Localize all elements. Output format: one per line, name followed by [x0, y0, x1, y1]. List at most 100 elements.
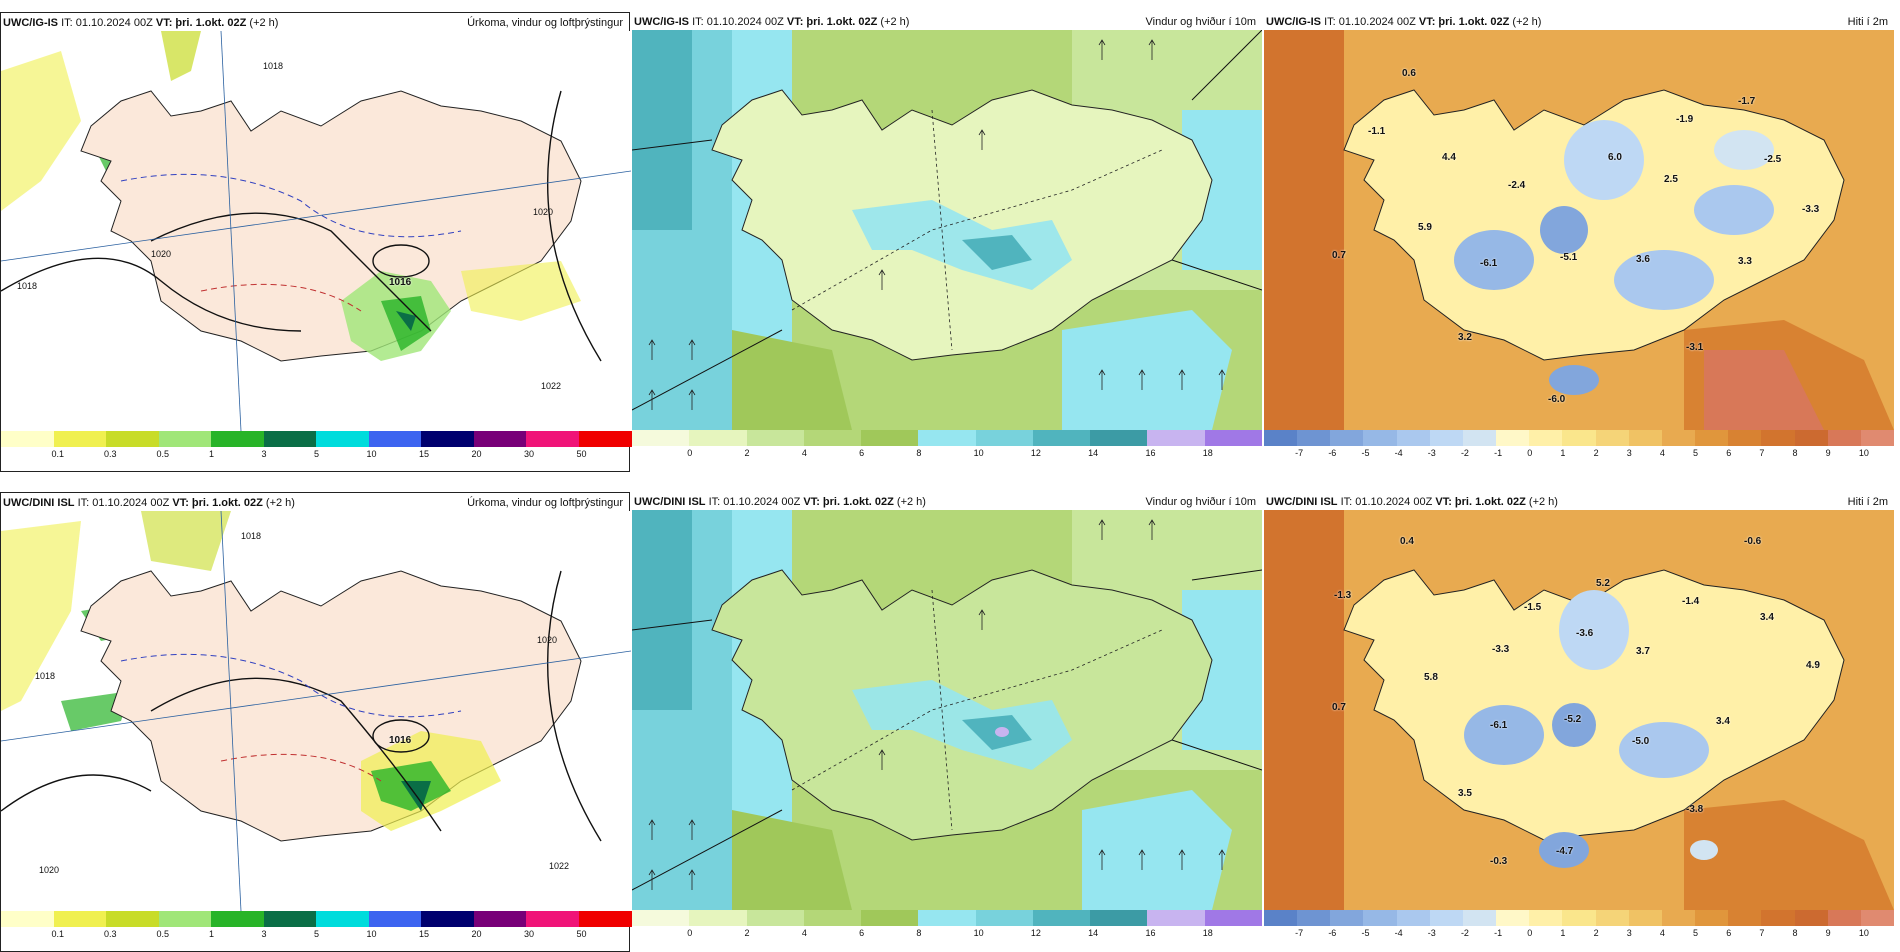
- lead-time: (+2 h): [249, 17, 279, 29]
- precip-panel-bottom: UWC/DINI ISL IT: 01.10.2024 00Z VT: þri.…: [0, 492, 632, 952]
- colorbar-swatch: [1032, 430, 1091, 446]
- temperature-label: 2.5: [1664, 174, 1678, 185]
- colorbar-tick-label: 1: [209, 929, 215, 939]
- colorbar-tick-label: 7: [1759, 448, 1765, 458]
- panel-title: Vindur og hviður í 10m: [1145, 496, 1256, 508]
- model-name: UWC/DINI ISL: [634, 496, 706, 508]
- temperature-label: 0.7: [1332, 702, 1346, 713]
- colorbar-tick-label: -1: [1494, 928, 1503, 938]
- colorbar-swatch: [1761, 910, 1796, 926]
- temperature-label: -1.3: [1334, 590, 1352, 601]
- temp-panel-top: UWC/IG-IS IT: 01.10.2024 00Z VT: þri. 1.…: [1264, 12, 1895, 472]
- init-time: IT: 01.10.2024 00Z: [708, 496, 801, 508]
- colorbar-tick-label: 4: [801, 448, 807, 458]
- colorbar-swatch: [1628, 430, 1663, 446]
- colorbar-swatch: [1860, 430, 1895, 446]
- temperature-label: -4.7: [1556, 846, 1574, 857]
- colorbar-swatch: [1462, 430, 1497, 446]
- colorbar-tick-label: -6: [1328, 928, 1337, 938]
- init-time: IT: 01.10.2024 00Z: [1324, 16, 1416, 28]
- isobar-label: 1018: [35, 671, 56, 681]
- colorbar-tick-label: 5: [1693, 448, 1699, 458]
- colorbar-tick-label: -2: [1460, 448, 1469, 458]
- colorbar-tick-label: 5: [314, 929, 320, 939]
- temperature-label: 0.7: [1332, 250, 1346, 261]
- model-name: UWC/IG-IS: [634, 16, 689, 28]
- colorbar-swatch: [1204, 430, 1263, 446]
- colorbar-swatch: [53, 911, 107, 927]
- colorbar-swatch: [689, 430, 748, 446]
- colorbar-swatch: [263, 431, 317, 447]
- panel-header: UWC/IG-IS IT: 01.10.2024 00Z VT: þri. 1.…: [634, 14, 1258, 30]
- panel-title: Vindur og hviður í 10m: [1145, 16, 1256, 28]
- valid-time-label: VT:: [803, 496, 820, 508]
- init-time: IT: 01.10.2024 00Z: [77, 497, 170, 509]
- temperature-label: -6.1: [1480, 258, 1498, 269]
- temperature-label: -3.1: [1686, 342, 1704, 353]
- colorbar-tick-label: -3: [1427, 448, 1436, 458]
- temp-map-svg: [1264, 30, 1894, 430]
- valid-time-label: VT:: [786, 16, 804, 28]
- colorbar-tick-label: 0: [687, 448, 693, 458]
- model-name: UWC/DINI ISL: [1266, 496, 1338, 508]
- colorbar-tick-label: 12: [1030, 448, 1041, 458]
- init-time: IT: 01.10.2024 00Z: [692, 16, 784, 28]
- colorbar-tick-label: -7: [1295, 928, 1304, 938]
- colorbar-swatch: [975, 430, 1034, 446]
- temp-panel-bottom: UWC/DINI ISL IT: 01.10.2024 00Z VT: þri.…: [1264, 492, 1895, 952]
- colorbar-tick-label: 0: [1527, 928, 1533, 938]
- colorbar-swatch: [1728, 430, 1762, 446]
- temperature-label: -1.1: [1368, 126, 1386, 137]
- colorbar-swatch: [1, 911, 54, 927]
- temperature-label: -3.8: [1686, 804, 1704, 815]
- colorbar-swatch: [316, 911, 369, 927]
- temp-colorbar: -7 -6 -5 -4 -3 -2 -1 0 1 2 3 4 5 6 7 8 9 10: [1264, 910, 1895, 946]
- temperature-label: -5.2: [1564, 714, 1582, 725]
- colorbar-tick-label: 10: [1858, 928, 1869, 938]
- temperature-label: -5.1: [1560, 252, 1578, 263]
- colorbar-tick-label: 3: [1626, 448, 1632, 458]
- colorbar-swatch: [1628, 910, 1663, 926]
- colorbar-swatch: [1695, 430, 1729, 446]
- colorbar-swatch: [526, 431, 579, 447]
- colorbar-tick-label: -4: [1394, 448, 1403, 458]
- wind-colorbar: 0 2 4 6 8 10 12 14 16 18: [632, 910, 1263, 946]
- colorbar-tick-label: 0: [1527, 448, 1533, 458]
- colorbar-tick-label: 18: [1202, 928, 1213, 938]
- colorbar-swatch: [1363, 910, 1398, 926]
- colorbar-swatch: [1562, 910, 1597, 926]
- colorbar-swatch: [918, 910, 977, 926]
- colorbar-swatch: [106, 911, 159, 927]
- lead-time: (+2 h): [265, 497, 295, 509]
- colorbar-swatch: [1860, 910, 1895, 926]
- colorbar-swatch: [1529, 910, 1563, 926]
- panel-header: UWC/IG-IS IT: 01.10.2024 00Z VT: þri. 1.…: [1266, 14, 1890, 30]
- colorbar-tick-label: 6: [1726, 448, 1732, 458]
- temperature-label: 4.4: [1442, 152, 1456, 163]
- colorbar-swatch: [473, 431, 527, 447]
- colorbar-tick-label: 0.5: [156, 929, 170, 939]
- colorbar-swatch: [578, 431, 632, 447]
- temperature-label: -1.5: [1524, 602, 1542, 613]
- colorbar-tick-label: 8: [1792, 928, 1798, 938]
- colorbar-swatch: [1147, 430, 1206, 446]
- colorbar-swatch: [1827, 430, 1862, 446]
- wind-panel-top: UWC/IG-IS IT: 01.10.2024 00Z VT: þri. 1.…: [632, 12, 1263, 472]
- colorbar-tick-label: 5: [1693, 928, 1699, 938]
- temperature-label: 3.4: [1760, 612, 1774, 623]
- colorbar-tick-label: 1: [1560, 448, 1566, 458]
- colorbar-tick-label: 18: [1202, 448, 1213, 458]
- colorbar-swatch: [473, 911, 527, 927]
- valid-time: þri. 1.okt. 02Z: [822, 496, 894, 508]
- panel-title: Úrkoma, vindur og loftþrýstingur: [467, 497, 623, 509]
- colorbar-tick-label: 10: [366, 929, 377, 939]
- colorbar-swatch: [211, 911, 264, 927]
- valid-time: þri. 1.okt. 02Z: [175, 17, 247, 29]
- colorbar-swatch: [316, 431, 369, 447]
- temperature-label: -1.4: [1682, 596, 1700, 607]
- isobar-label: 1018: [241, 531, 262, 541]
- lead-time: (+2 h): [1512, 16, 1542, 28]
- colorbar-tick-label: 9: [1825, 928, 1831, 938]
- colorbar-tick-label: 5: [314, 449, 320, 459]
- valid-time: þri. 1.okt. 02Z: [191, 497, 263, 509]
